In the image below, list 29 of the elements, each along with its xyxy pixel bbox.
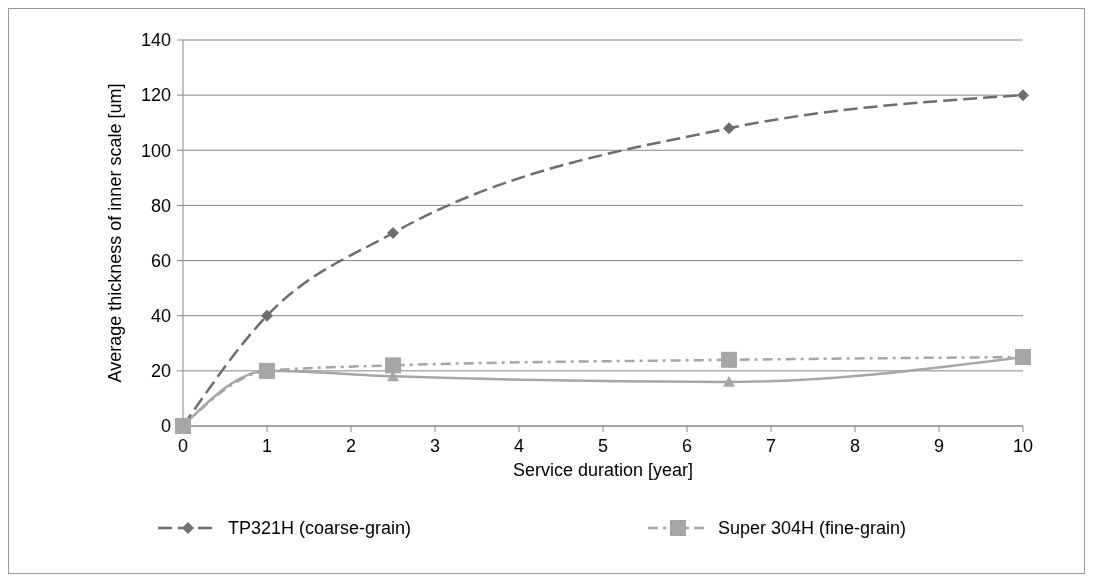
- y-tick-label: 60: [150, 250, 171, 271]
- y-tick-label: 80: [150, 195, 171, 216]
- x-tick-label: 6: [681, 436, 693, 456]
- point: [387, 227, 399, 239]
- y-tick-label: 140: [140, 30, 171, 51]
- legend-label: Super 304H (fine-grain): [718, 518, 907, 539]
- y-tick-label: 20: [150, 361, 171, 382]
- x-tick-label: 7: [765, 436, 777, 456]
- y-tick-label: 120: [140, 85, 171, 106]
- x-tick-label: 4: [513, 436, 525, 456]
- x-tick-label: 2: [345, 436, 357, 456]
- y-tick-label: 0: [160, 416, 171, 437]
- x-tick-label: 8: [849, 436, 861, 456]
- y-tick-label: 100: [140, 140, 171, 161]
- x-tick-label: 0: [177, 436, 189, 456]
- x-tick-label: 3: [429, 436, 441, 456]
- point: [723, 122, 735, 135]
- point: [721, 351, 737, 368]
- y-axis-title: Average thickness of inner scale [um]: [105, 83, 125, 383]
- x-tick-label: 9: [933, 436, 945, 456]
- x-tick-label: 10: [1012, 436, 1034, 456]
- legend-label: TP321H (coarse-grain): [228, 518, 412, 539]
- x-tick-label: 1: [261, 436, 273, 456]
- point: [385, 357, 401, 374]
- point: [1017, 89, 1029, 102]
- point: [261, 309, 273, 322]
- y-tick-label: 40: [150, 306, 171, 327]
- x-tick-label: 5: [597, 436, 609, 456]
- x-axis-title: Service duration [year]: [512, 460, 694, 480]
